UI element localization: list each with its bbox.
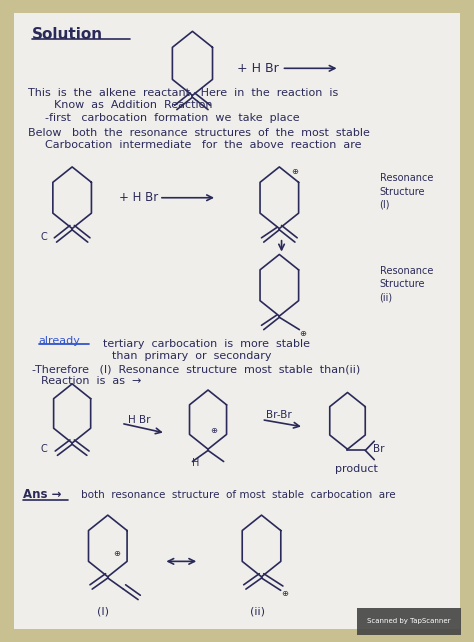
Text: already: already <box>39 336 81 347</box>
Text: This  is  the  alkene  reactant.  Here  in  the  reaction  is: This is the alkene reactant. Here in the… <box>27 88 338 98</box>
Text: than  primary  or  secondary: than primary or secondary <box>112 351 272 361</box>
Text: Ans →: Ans → <box>23 489 62 501</box>
Text: Solution: Solution <box>32 27 103 42</box>
Text: Carbocation  intermediate   for  the  above  reaction  are: Carbocation intermediate for the above r… <box>46 141 362 150</box>
Text: ⊕: ⊕ <box>282 589 289 598</box>
Text: ⊕: ⊕ <box>210 426 217 435</box>
Text: Br: Br <box>373 444 384 454</box>
Text: Reaction  is  as  →: Reaction is as → <box>41 376 141 386</box>
Text: (ii): (ii) <box>250 607 265 617</box>
Text: Below   both  the  resonance  structures  of  the  most  stable: Below both the resonance structures of t… <box>27 128 369 138</box>
Text: Br-Br: Br-Br <box>266 410 292 420</box>
Text: (I): (I) <box>97 607 109 617</box>
Text: both  resonance  structure  of most  stable  carbocation  are: both resonance structure of most stable … <box>81 490 396 500</box>
Text: H Br: H Br <box>128 415 150 424</box>
Text: + H Br: + H Br <box>119 191 158 204</box>
Text: tertiary  carbocation  is  more  stable: tertiary carbocation is more stable <box>103 340 310 349</box>
Text: ⊕: ⊕ <box>292 168 298 177</box>
Text: Resonance
Structure
(ii): Resonance Structure (ii) <box>380 266 433 302</box>
Text: H: H <box>191 458 199 469</box>
Text: C: C <box>40 444 47 454</box>
Text: ⊕: ⊕ <box>300 329 306 338</box>
Text: ⊕: ⊕ <box>113 550 120 559</box>
Text: product: product <box>335 464 378 474</box>
Text: Resonance
Structure
(I): Resonance Structure (I) <box>380 173 433 210</box>
Text: -first   carbocation  formation  we  take  place: -first carbocation formation we take pla… <box>46 112 300 123</box>
Text: -Therefore   (I)  Resonance  structure  most  stable  than(ii): -Therefore (I) Resonance structure most … <box>32 364 360 374</box>
Text: Scanned by TapScanner: Scanned by TapScanner <box>367 618 451 624</box>
Text: Know  as  Addition  Reaction: Know as Addition Reaction <box>55 100 213 110</box>
Text: + H Br: + H Br <box>237 62 279 75</box>
Text: C: C <box>40 232 47 241</box>
